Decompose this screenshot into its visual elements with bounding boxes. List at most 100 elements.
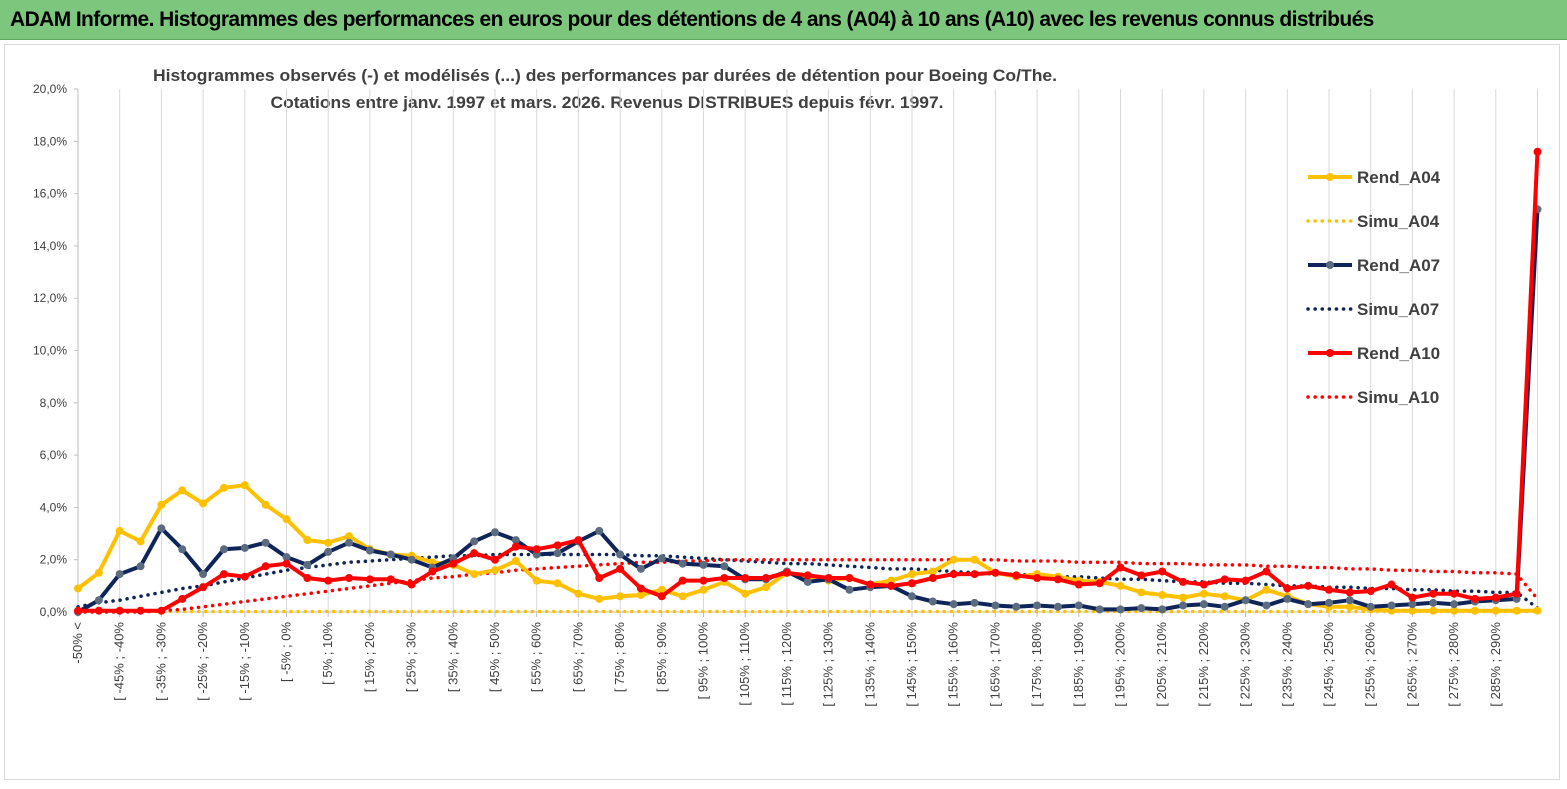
data-point bbox=[449, 559, 458, 568]
x-tick-label: [ 165% ; 170% bbox=[987, 622, 1002, 707]
data-point bbox=[1408, 606, 1417, 615]
data-point bbox=[949, 600, 958, 609]
data-point bbox=[1199, 600, 1208, 609]
data-point bbox=[1470, 594, 1479, 603]
x-tick-label: [ 125% ; 130% bbox=[821, 622, 836, 707]
x-tick-label: [ 65% ; 70% bbox=[570, 622, 585, 693]
y-tick-label: 12,0% bbox=[33, 291, 67, 305]
data-point bbox=[365, 575, 374, 584]
x-tick-label: [ 195% ; 200% bbox=[1113, 622, 1128, 707]
data-point bbox=[407, 555, 416, 564]
data-point bbox=[616, 592, 625, 601]
data-point bbox=[1262, 585, 1271, 594]
data-point bbox=[1450, 600, 1459, 609]
x-tick-label: [ 135% ; 140% bbox=[862, 622, 877, 707]
data-point bbox=[824, 574, 833, 583]
data-point bbox=[219, 570, 228, 579]
y-tick-label: 4,0% bbox=[40, 500, 68, 514]
data-point bbox=[970, 570, 979, 579]
y-tick-label: 20,0% bbox=[33, 82, 67, 96]
data-point bbox=[908, 592, 916, 601]
report-banner: ADAM Informe. Histogrammes des performan… bbox=[0, 0, 1567, 40]
data-point bbox=[1408, 593, 1417, 602]
x-tick-label: [ 85% ; 90% bbox=[654, 622, 669, 693]
legend-marker bbox=[1326, 349, 1334, 357]
data-point bbox=[407, 580, 416, 589]
data-point bbox=[94, 606, 103, 615]
data-point bbox=[532, 545, 541, 554]
data-point bbox=[741, 574, 750, 583]
data-point bbox=[1074, 601, 1083, 610]
data-point bbox=[470, 549, 479, 558]
series-line-rend_a07 bbox=[77, 209, 1540, 614]
x-tick-label: [ 265% ; 270% bbox=[1404, 622, 1419, 707]
data-point bbox=[1116, 563, 1125, 572]
series-line-rend_a10 bbox=[78, 151, 1540, 613]
data-point bbox=[115, 526, 124, 535]
data-point bbox=[657, 585, 666, 594]
legend-label: Rend_A04 bbox=[1357, 168, 1441, 187]
data-point bbox=[178, 545, 187, 554]
data-point bbox=[1199, 589, 1208, 598]
data-point bbox=[1220, 592, 1229, 601]
data-point bbox=[1387, 601, 1396, 610]
data-point bbox=[470, 570, 479, 579]
data-point bbox=[1345, 588, 1354, 597]
data-point bbox=[303, 574, 312, 583]
data-point bbox=[240, 543, 249, 552]
x-tick-label: [ 15% ; 20% bbox=[362, 622, 377, 693]
data-point bbox=[1137, 588, 1146, 597]
x-tick-label: [ 155% ; 160% bbox=[946, 622, 961, 707]
data-point bbox=[178, 594, 187, 603]
data-point bbox=[678, 576, 687, 585]
legend-marker bbox=[1326, 261, 1334, 269]
data-point bbox=[782, 568, 791, 577]
chart-title: Histogrammes observés (-) et modélisés (… bbox=[153, 66, 1057, 85]
series-line-simu_a10 bbox=[76, 557, 1540, 614]
y-tick-label: 18,0% bbox=[33, 134, 67, 148]
data-point bbox=[1450, 589, 1459, 598]
x-tick-label: [ 235% ; 240% bbox=[1279, 622, 1294, 707]
data-point bbox=[74, 606, 82, 615]
x-tick-label: [ -25% ; -20% bbox=[195, 622, 210, 701]
x-tick-label: [ 45% ; 50% bbox=[487, 622, 502, 693]
data-point bbox=[491, 566, 499, 575]
data-point bbox=[282, 515, 291, 524]
data-point bbox=[1325, 585, 1333, 594]
y-tick-label: 2,0% bbox=[40, 553, 68, 567]
data-point bbox=[616, 550, 625, 559]
data-point bbox=[1095, 579, 1104, 588]
data-point bbox=[1158, 591, 1167, 600]
data-point bbox=[1074, 580, 1083, 589]
x-tick-label: [ -15% ; -10% bbox=[237, 622, 252, 701]
data-point bbox=[282, 553, 291, 562]
data-point bbox=[1012, 571, 1021, 580]
data-point bbox=[887, 581, 896, 590]
legend-label: Rend_A07 bbox=[1357, 256, 1440, 275]
data-point bbox=[1429, 598, 1438, 607]
data-point bbox=[1345, 596, 1354, 605]
data-point bbox=[1220, 602, 1229, 611]
data-point bbox=[303, 536, 312, 545]
data-point bbox=[574, 589, 583, 598]
data-point bbox=[741, 589, 750, 598]
data-point bbox=[136, 537, 145, 546]
data-point bbox=[991, 568, 1000, 577]
data-point bbox=[511, 557, 520, 566]
data-point bbox=[720, 574, 729, 583]
data-point bbox=[908, 579, 916, 588]
data-point bbox=[636, 591, 645, 600]
data-point bbox=[1366, 602, 1375, 611]
data-point bbox=[553, 549, 562, 558]
data-point bbox=[699, 585, 708, 594]
data-point bbox=[1283, 584, 1292, 593]
x-tick-label: [ -5% ; 0% bbox=[279, 622, 294, 682]
data-point bbox=[1470, 606, 1479, 615]
x-tick-label: [ -45% ; -40% bbox=[112, 622, 127, 701]
data-point bbox=[1429, 589, 1438, 598]
x-tick-label: [ 105% ; 110% bbox=[737, 622, 752, 706]
x-tick-label: -50% < bbox=[70, 622, 85, 664]
x-tick-label: [ 205% ; 210% bbox=[1154, 622, 1169, 707]
data-point bbox=[803, 577, 812, 586]
data-point bbox=[1137, 571, 1146, 580]
